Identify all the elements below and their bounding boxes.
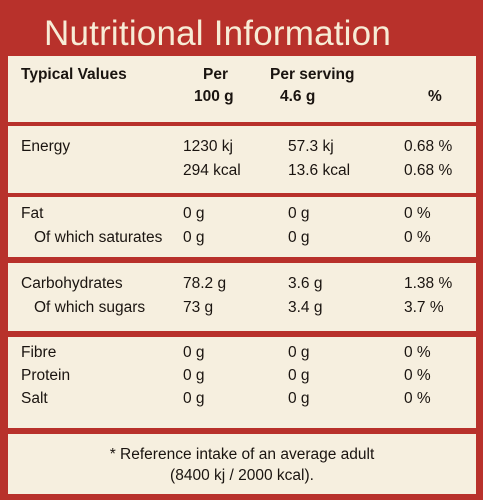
typical-values-heading: Typical Values (21, 66, 127, 83)
per-serving-value: 0 g (288, 367, 310, 384)
per-serving-amount: 4.6 g (280, 88, 316, 105)
per-serving-value: 0 g (288, 344, 310, 361)
header-row-2: 100 g 4.6 g % (8, 88, 476, 110)
per-100-value: 0 g (183, 205, 205, 222)
per-100-value: 0 g (183, 229, 205, 246)
fat-box: Fat 0 g 0 g 0 % Of which saturates 0 g 0… (8, 197, 476, 257)
header-box: Typical Values Per Per serving 100 g 4.6… (8, 56, 476, 122)
table-row: Fat 0 g 0 g 0 % (8, 205, 476, 227)
table-row: Of which saturates 0 g 0 g 0 % (8, 229, 476, 251)
percent-value: 0.68 % (404, 138, 453, 155)
per-100-amount: 100 g (194, 88, 234, 105)
per-serving-value: 3.4 g (288, 299, 323, 316)
percent-value: 0 % (404, 205, 431, 222)
percent-value: 0 % (404, 344, 431, 361)
nutrient-name: Of which saturates (34, 229, 163, 246)
reference-intake-box: * Reference intake of an average adult (… (8, 434, 476, 494)
per-100-value: 0 g (183, 367, 205, 384)
per-serving-heading: Per serving (270, 66, 355, 83)
percent-value: 1.38 % (404, 275, 453, 292)
per-serving-value: 0 g (288, 205, 310, 222)
per-100-value: 294 kcal (183, 162, 241, 179)
percent-value: 0 % (404, 367, 431, 384)
per-100-value: 73 g (183, 299, 214, 316)
other-nutrients-box: Fibre 0 g 0 g 0 % Protein 0 g 0 g 0 % Sa… (8, 337, 476, 428)
reference-values: (8400 kj / 2000 kcal). (170, 467, 314, 484)
per-serving-value: 57.3 kj (288, 138, 334, 155)
per-100-value: 0 g (183, 390, 205, 407)
nutrient-name: Carbohydrates (21, 275, 123, 292)
nutrient-name: Salt (21, 390, 48, 407)
per-100-value: 1230 kj (183, 138, 233, 155)
percent-heading: % (428, 88, 442, 105)
nutrient-name: Fat (21, 205, 44, 222)
per-serving-value: 3.6 g (288, 275, 323, 292)
nutrient-name: Protein (21, 367, 71, 384)
per-100-heading: Per (203, 66, 228, 83)
table-row: Of which sugars 73 g 3.4 g 3.7 % (8, 299, 476, 321)
table-row: Energy 1230 kj 57.3 kj 0.68 % (8, 138, 476, 160)
nutrient-name: Fibre (21, 344, 57, 361)
header-row-1: Typical Values Per Per serving (8, 66, 476, 88)
table-row: Protein 0 g 0 g 0 % (8, 367, 476, 389)
table-row: Carbohydrates 78.2 g 3.6 g 1.38 % (8, 275, 476, 297)
per-100-value: 78.2 g (183, 275, 227, 292)
per-serving-value: 0 g (288, 390, 310, 407)
percent-value: 0 % (404, 229, 431, 246)
energy-box: Energy 1230 kj 57.3 kj 0.68 % 294 kcal 1… (8, 126, 476, 193)
label-title: Nutritional Information (44, 14, 391, 53)
per-serving-value: 13.6 kcal (288, 162, 351, 179)
reference-note: * Reference intake of an average adult (109, 446, 375, 463)
per-serving-value: 0 g (288, 229, 310, 246)
nutrient-name: Energy (21, 138, 71, 155)
per-100-value: 0 g (183, 344, 205, 361)
nutrient-name: Of which sugars (34, 299, 146, 316)
percent-value: 0.68 % (404, 162, 453, 179)
percent-value: 0 % (404, 390, 431, 407)
carbohydrates-box: Carbohydrates 78.2 g 3.6 g 1.38 % Of whi… (8, 263, 476, 331)
table-row: Salt 0 g 0 g 0 % (8, 390, 476, 412)
percent-value: 3.7 % (404, 299, 444, 316)
table-row: 294 kcal 13.6 kcal 0.68 % (8, 162, 476, 184)
table-row: Fibre 0 g 0 g 0 % (8, 344, 476, 366)
